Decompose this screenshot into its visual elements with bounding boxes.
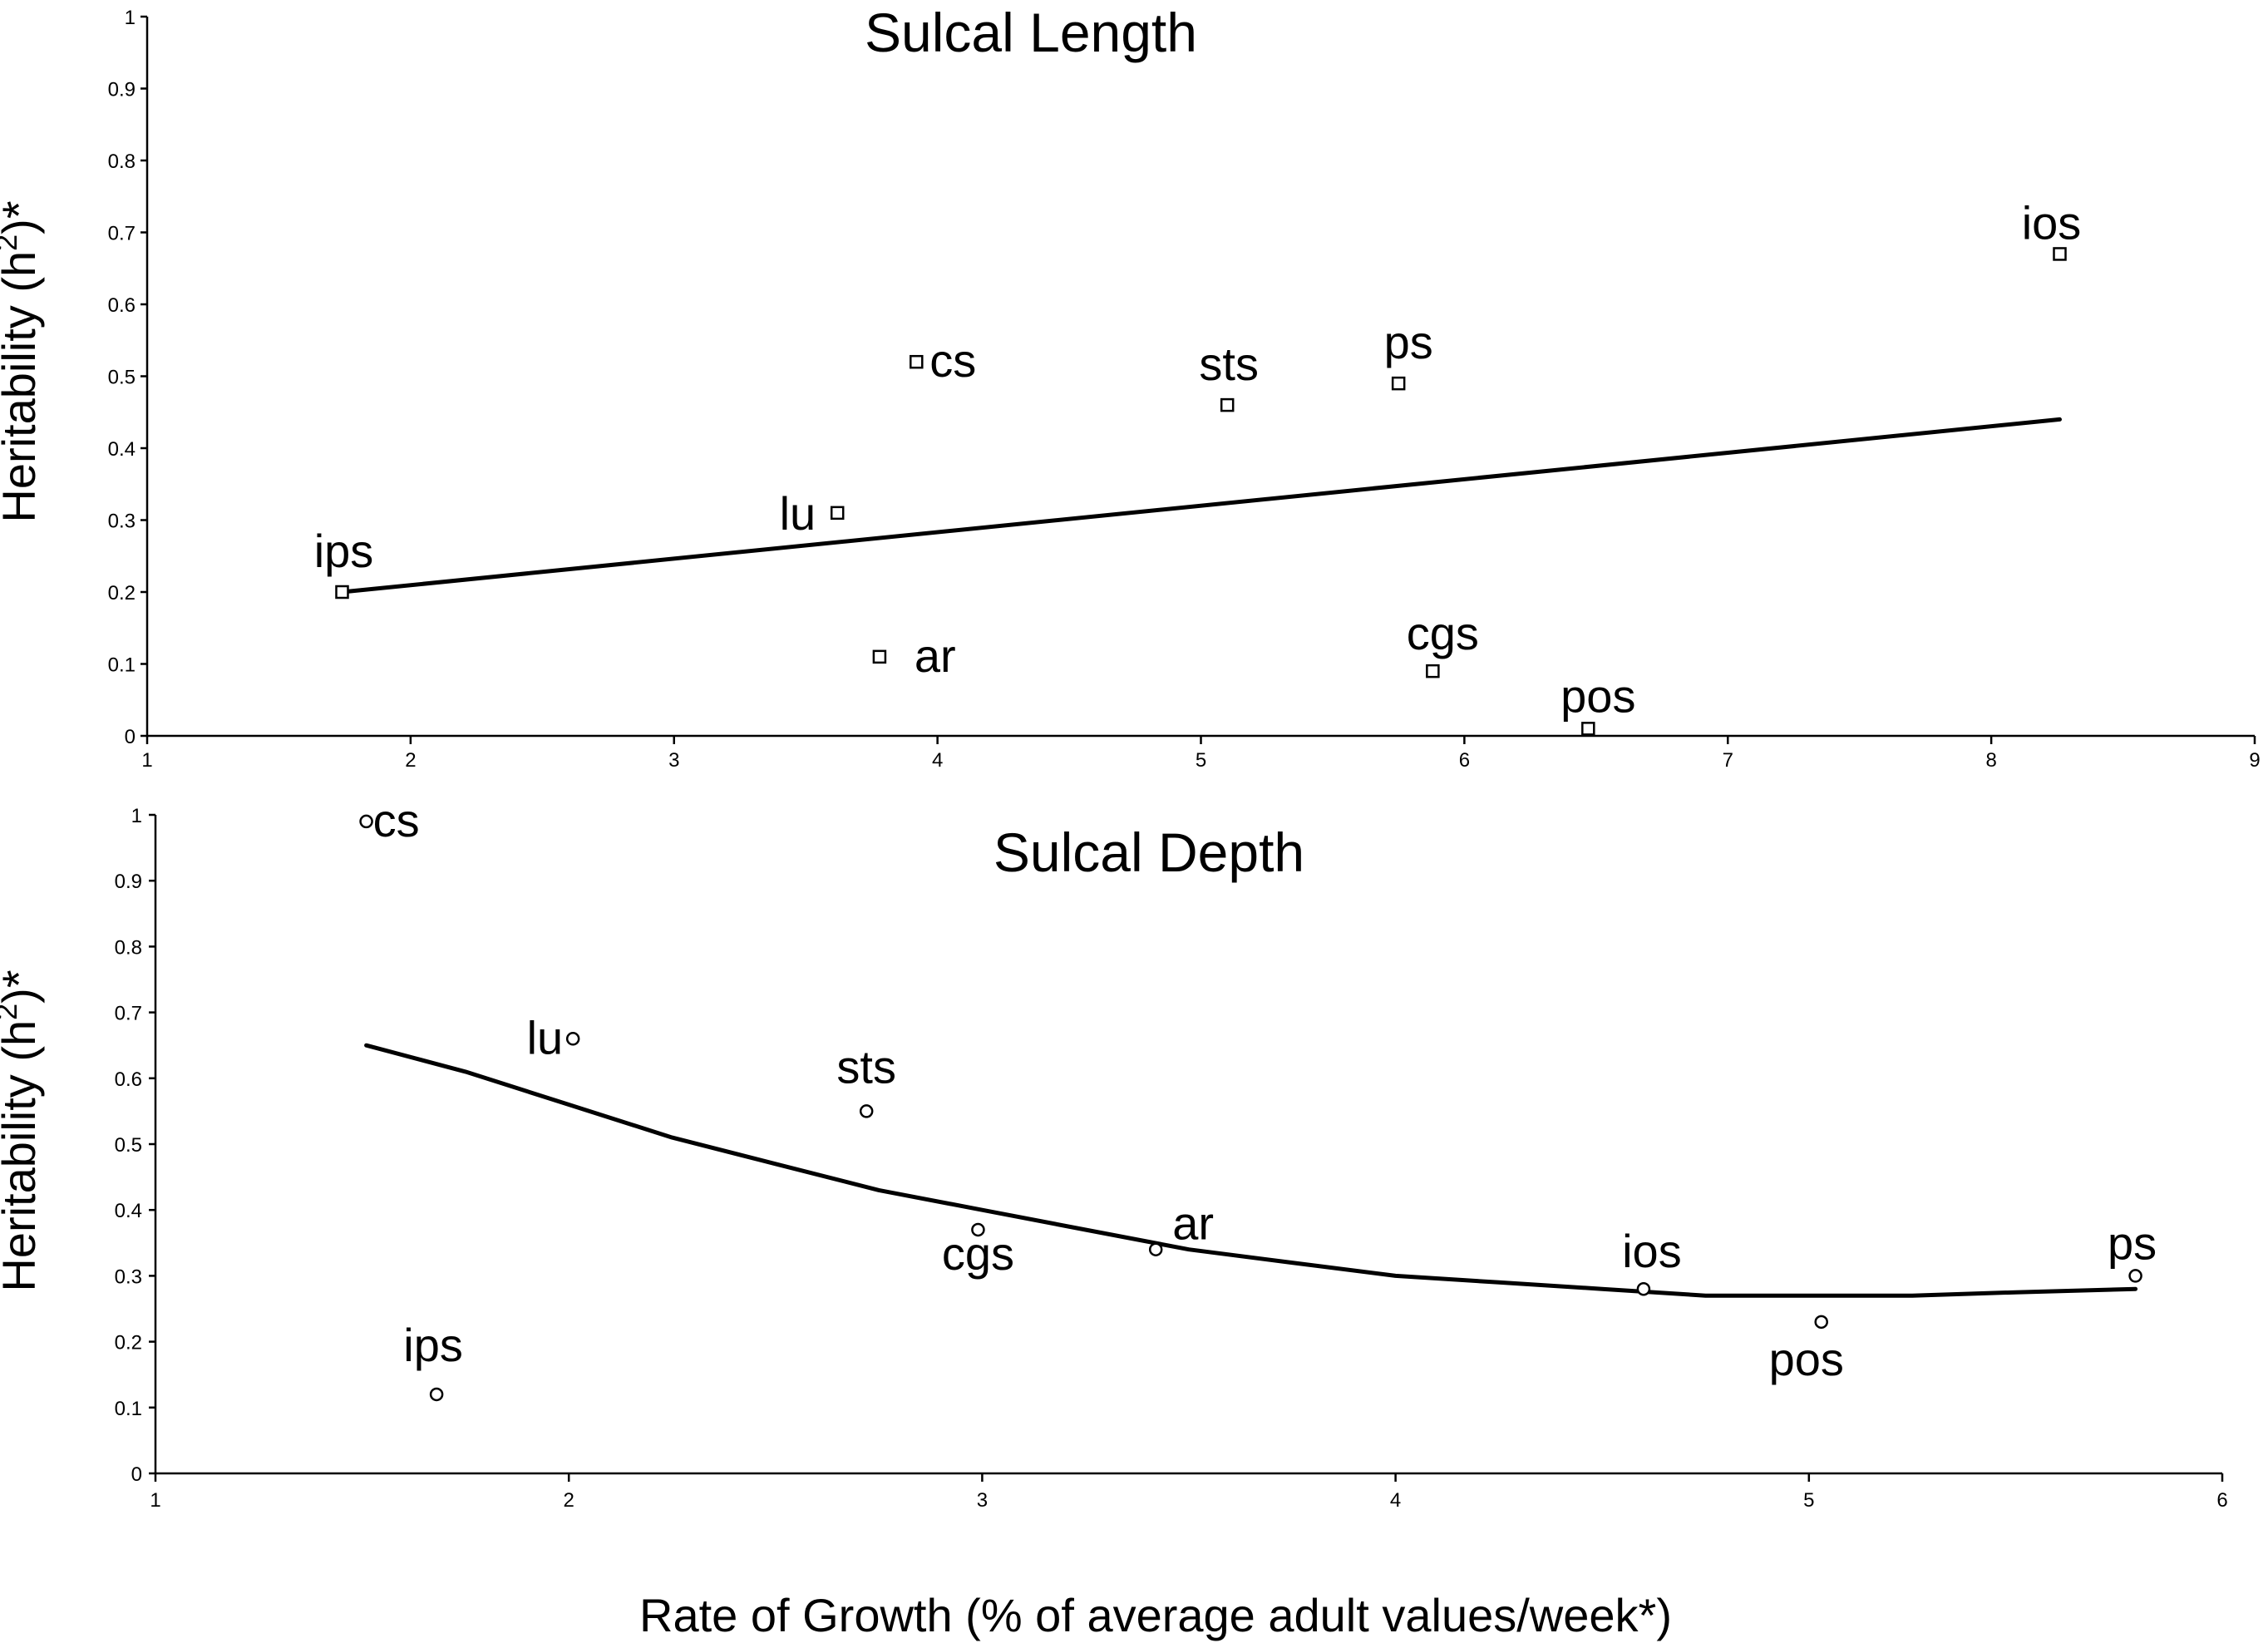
point-label-ar: ar bbox=[915, 629, 956, 682]
y-tick-label: 0.4 bbox=[115, 1200, 142, 1222]
point-label-sts: sts bbox=[836, 1040, 896, 1093]
x-tick-label: 2 bbox=[564, 1489, 574, 1512]
point-label-ios: ios bbox=[2022, 196, 2082, 249]
y-tick-label: 0.2 bbox=[108, 582, 136, 604]
y-axis-title-end: )* bbox=[0, 970, 45, 1003]
trend-line bbox=[364, 1043, 2138, 1298]
chart-sulcal-length: Sulcal Length Heritability (h2)* 00.10.2… bbox=[0, 2, 2261, 772]
chart-title: Sulcal Length bbox=[865, 2, 1197, 63]
y-axis-title-sup: 2 bbox=[0, 1004, 23, 1020]
data-points: ips lu ar cs sts ps cgs pos ios bbox=[314, 196, 2082, 736]
point-label-pos: pos bbox=[1560, 669, 1635, 722]
data-point-ips bbox=[429, 1387, 444, 1402]
x-tick-label: 1 bbox=[150, 1489, 160, 1512]
tick-group: 0 0.1 0.2 0.3 0.4 0.5 0.6 0.7 0.8 0.9 1 1 2 3 4 5 6 7 8 9 bbox=[108, 7, 2261, 772]
trend-line bbox=[340, 417, 2062, 595]
y-axis-title: Heritability (h2)* bbox=[0, 200, 45, 522]
point-label-cs: cs bbox=[929, 334, 976, 387]
data-point-cgs bbox=[1426, 664, 1440, 678]
x-tick-label: 3 bbox=[668, 749, 679, 772]
y-axis-title-main: Heritability (h bbox=[0, 251, 45, 523]
data-point-ios bbox=[2053, 247, 2067, 261]
data-point-ips bbox=[335, 585, 349, 599]
y-tick-label: 0.4 bbox=[108, 438, 136, 461]
x-axis-title: Rate of Growth (% of average adult value… bbox=[639, 1589, 1672, 1641]
y-tick-label: 0 bbox=[125, 726, 136, 748]
data-point-lu bbox=[565, 1032, 580, 1046]
y-tick-label: 0.3 bbox=[108, 511, 136, 533]
data-point-cgs bbox=[971, 1222, 985, 1237]
point-label-cgs: cgs bbox=[942, 1227, 1014, 1280]
chart-sulcal-depth: Sulcal Depth Heritability (h2)* 00.10.20… bbox=[0, 794, 2228, 1641]
y-tick-label: 0.9 bbox=[108, 79, 136, 101]
y-axis-title-sup: 2 bbox=[0, 234, 23, 251]
y-tick-label: 0.7 bbox=[115, 1003, 142, 1025]
data-point-ar bbox=[872, 649, 887, 664]
x-tick-label: 4 bbox=[932, 749, 943, 772]
data-point-lu bbox=[830, 506, 845, 521]
y-tick-label: 0.3 bbox=[115, 1266, 142, 1288]
y-tick-label: 0.5 bbox=[108, 367, 136, 389]
y-tick-label: 1 bbox=[125, 7, 136, 29]
point-label-lu: lu bbox=[780, 487, 816, 540]
point-label-cs: cs bbox=[373, 794, 420, 846]
data-point-sts bbox=[859, 1104, 874, 1118]
y-axis-title-end: )* bbox=[0, 200, 45, 234]
x-tick-label: 4 bbox=[1390, 1489, 1401, 1512]
chart-title: Sulcal Depth bbox=[993, 822, 1304, 883]
x-tick-label: 1 bbox=[141, 749, 152, 772]
y-axis-title-main: Heritability (h bbox=[0, 1020, 45, 1292]
data-point-pos bbox=[1814, 1315, 1828, 1330]
data-point-ar bbox=[1148, 1242, 1163, 1256]
x-tick-label: 6 bbox=[1459, 749, 1470, 772]
tick-group: 0 0.1 0.2 0.3 0.4 0.5 0.6 0.7 0.8 0.9 1 1 2 3 4 5 6 bbox=[115, 805, 2228, 1512]
data-point-cs bbox=[910, 354, 924, 369]
y-tick-label: 0.5 bbox=[115, 1134, 142, 1157]
data-point-cs bbox=[359, 814, 373, 829]
point-label-lu: lu bbox=[527, 1011, 564, 1063]
data-point-sts bbox=[1220, 397, 1235, 412]
x-tick-label: 8 bbox=[1985, 749, 1996, 772]
x-tick-label: 5 bbox=[1196, 749, 1206, 772]
y-axis-title: Heritability (h2)* bbox=[0, 970, 45, 1291]
x-tick-label: 5 bbox=[1803, 1489, 1814, 1512]
x-tick-label: 3 bbox=[977, 1489, 988, 1512]
point-label-ios: ios bbox=[1622, 1225, 1682, 1277]
data-point-ios bbox=[1636, 1281, 1651, 1296]
point-label-sts: sts bbox=[1199, 338, 1259, 390]
y-tick-label: 0 bbox=[131, 1463, 142, 1486]
x-tick-label: 6 bbox=[2216, 1489, 2227, 1512]
y-tick-label: 0.2 bbox=[115, 1332, 142, 1354]
x-tick-label: 7 bbox=[1723, 749, 1733, 772]
y-tick-label: 0.6 bbox=[108, 294, 136, 317]
data-points: cs ips lu sts cgs ar ios pos ps bbox=[359, 794, 2157, 1402]
y-tick-label: 0.8 bbox=[108, 150, 136, 173]
point-label-cgs: cgs bbox=[1407, 607, 1479, 659]
y-tick-label: 0.8 bbox=[115, 936, 142, 959]
point-label-ps: ps bbox=[1384, 316, 1433, 368]
y-tick-label: 0.1 bbox=[115, 1398, 142, 1420]
y-tick-label: 1 bbox=[131, 805, 142, 827]
data-point-ps bbox=[1391, 376, 1406, 391]
data-point-pos bbox=[1581, 722, 1595, 736]
x-tick-label: 2 bbox=[405, 749, 416, 772]
y-tick-label: 0.7 bbox=[108, 223, 136, 245]
y-tick-label: 0.9 bbox=[115, 871, 142, 893]
x-tick-label: 9 bbox=[2249, 749, 2260, 772]
point-label-ar: ar bbox=[1172, 1197, 1214, 1250]
point-label-ips: ips bbox=[314, 525, 374, 577]
data-point-ps bbox=[2128, 1269, 2142, 1283]
point-label-pos: pos bbox=[1769, 1333, 1844, 1385]
point-label-ips: ips bbox=[403, 1319, 463, 1371]
y-tick-label: 0.1 bbox=[108, 654, 136, 677]
y-tick-label: 0.6 bbox=[115, 1068, 142, 1091]
point-label-ps: ps bbox=[2108, 1216, 2157, 1269]
